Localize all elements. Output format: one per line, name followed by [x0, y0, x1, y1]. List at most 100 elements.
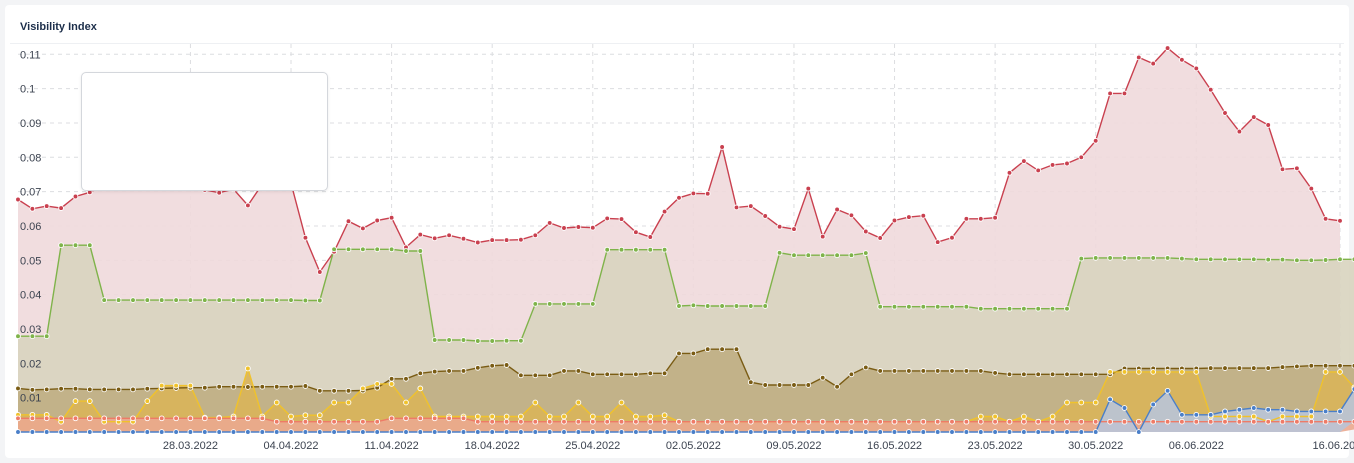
series-5-point[interactable]: [1078, 429, 1085, 435]
series-3-point[interactable]: [1049, 413, 1056, 420]
series-2-point[interactable]: [29, 386, 36, 393]
series-4-point[interactable]: [1121, 418, 1128, 425]
series-1-point[interactable]: [719, 303, 725, 309]
series-1-point[interactable]: [474, 338, 481, 344]
series-2-point[interactable]: [72, 385, 79, 392]
series-2-point[interactable]: [86, 386, 93, 393]
series-2-point[interactable]: [503, 362, 510, 368]
series-4-point[interactable]: [1179, 418, 1185, 425]
series-2-point[interactable]: [518, 372, 524, 379]
series-4-point[interactable]: [676, 418, 682, 425]
series-4-point[interactable]: [891, 418, 898, 425]
series-1-point[interactable]: [862, 250, 869, 256]
series-0-point[interactable]: [29, 205, 36, 212]
series-0-point[interactable]: [518, 236, 524, 243]
series-3-point[interactable]: [173, 382, 179, 389]
series-2-point[interactable]: [532, 372, 539, 379]
series-3-point[interactable]: [288, 413, 294, 420]
series-5-point[interactable]: [173, 429, 179, 435]
series-5-point[interactable]: [934, 429, 941, 435]
series-5-point[interactable]: [834, 429, 840, 435]
series-1-point[interactable]: [43, 333, 50, 340]
series-3-point[interactable]: [1021, 413, 1027, 420]
series-1-point[interactable]: [934, 303, 941, 310]
series-0-point[interactable]: [1135, 54, 1142, 61]
series-5-point[interactable]: [676, 429, 682, 435]
series-3-point[interactable]: [474, 413, 481, 420]
series-5-point[interactable]: [388, 429, 395, 435]
series-4-point[interactable]: [489, 418, 496, 425]
series-1-point[interactable]: [374, 246, 381, 253]
series-1-point[interactable]: [1279, 256, 1286, 263]
series-2-point[interactable]: [1021, 371, 1027, 378]
series-2-point[interactable]: [561, 368, 567, 374]
series-5-point[interactable]: [115, 429, 122, 435]
series-5-point[interactable]: [58, 429, 64, 435]
series-4-point[interactable]: [144, 415, 151, 422]
series-0-point[interactable]: [1121, 90, 1128, 97]
series-3-point[interactable]: [977, 413, 984, 420]
series-5-point[interactable]: [1164, 387, 1171, 394]
series-0-point[interactable]: [1092, 137, 1099, 144]
series-2-point[interactable]: [43, 386, 50, 393]
series-1-point[interactable]: [1035, 305, 1042, 312]
series-2-point[interactable]: [331, 387, 337, 394]
series-4-point[interactable]: [1049, 418, 1056, 425]
series-1-point[interactable]: [273, 297, 280, 303]
series-4-point[interactable]: [733, 418, 740, 425]
series-5-point[interactable]: [302, 429, 309, 435]
series-3-point[interactable]: [1092, 399, 1099, 406]
series-2-point[interactable]: [144, 385, 151, 392]
series-0-point[interactable]: [1337, 217, 1343, 224]
series-4-point[interactable]: [1078, 418, 1085, 425]
series-1-point[interactable]: [676, 303, 682, 309]
series-4-point[interactable]: [1222, 418, 1228, 425]
series-3-point[interactable]: [1308, 413, 1315, 420]
series-5-point[interactable]: [518, 429, 524, 435]
series-1-point[interactable]: [805, 252, 812, 259]
series-3-point[interactable]: [374, 381, 381, 387]
series-4-point[interactable]: [604, 418, 611, 425]
series-5-point[interactable]: [618, 429, 625, 435]
series-1-point[interactable]: [216, 297, 223, 303]
series-4-point[interactable]: [43, 415, 50, 422]
series-1-point[interactable]: [1294, 257, 1300, 264]
series-5-point[interactable]: [877, 429, 884, 435]
series-5-point[interactable]: [906, 429, 912, 435]
series-1-point[interactable]: [201, 297, 208, 303]
series-3-point[interactable]: [992, 413, 998, 420]
series-1-point[interactable]: [1308, 257, 1315, 264]
series-1-point[interactable]: [977, 305, 984, 312]
series-4-point[interactable]: [216, 415, 223, 422]
series-3-point[interactable]: [1064, 399, 1070, 406]
series-1-point[interactable]: [1135, 255, 1142, 261]
series-1-point[interactable]: [1078, 255, 1085, 262]
series-4-point[interactable]: [1207, 418, 1214, 425]
series-2-point[interactable]: [259, 383, 266, 390]
series-1-point[interactable]: [518, 337, 524, 344]
series-2-point[interactable]: [302, 383, 309, 389]
series-3-point[interactable]: [1236, 413, 1243, 420]
series-0-point[interactable]: [58, 205, 64, 211]
series-2-point[interactable]: [618, 371, 625, 378]
series-3-point[interactable]: [316, 412, 323, 419]
series-0-point[interactable]: [302, 234, 309, 241]
series-5-point[interactable]: [949, 429, 955, 435]
series-4-point[interactable]: [1006, 418, 1013, 425]
series-4-point[interactable]: [474, 418, 481, 425]
series-2-point[interactable]: [992, 370, 998, 376]
series-0-point[interactable]: [43, 203, 50, 209]
series-2-point[interactable]: [1207, 365, 1214, 371]
series-4-point[interactable]: [29, 415, 36, 422]
series-4-point[interactable]: [388, 415, 395, 422]
series-4-point[interactable]: [273, 418, 280, 425]
series-3-point[interactable]: [72, 398, 79, 404]
series-5-point[interactable]: [589, 429, 596, 435]
series-4-point[interactable]: [259, 415, 266, 422]
series-3-point[interactable]: [1279, 413, 1286, 420]
series-3-point[interactable]: [1222, 413, 1228, 420]
series-1-point[interactable]: [245, 297, 251, 303]
series-5-point[interactable]: [1021, 429, 1027, 435]
series-5-point[interactable]: [1294, 408, 1300, 415]
series-4-point[interactable]: [532, 418, 539, 425]
